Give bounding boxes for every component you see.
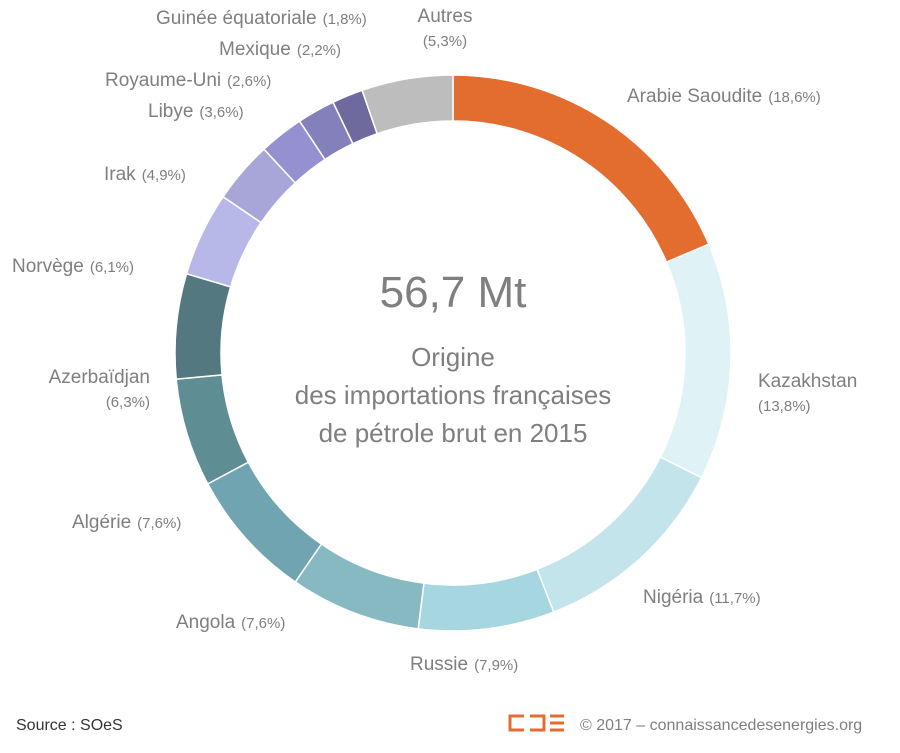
category-label: Norvège <box>12 256 84 277</box>
category-label-group: Guinée équatoriale (1,8%) <box>156 8 367 29</box>
donut-segment <box>361 74 454 135</box>
chart-title: Origine <box>411 342 495 372</box>
donut-segment <box>294 543 425 630</box>
value-label: (13,8%) <box>758 398 811 415</box>
donut-segment <box>206 461 323 583</box>
category-label: Kazakhstan <box>758 371 857 392</box>
category-label: Angola <box>176 612 236 633</box>
category-label: Autres <box>418 6 473 27</box>
category-label: Libye <box>148 101 193 122</box>
donut-segment <box>175 374 250 485</box>
value-label: (5,3%) <box>423 33 467 50</box>
value-label: (2,6%) <box>227 73 271 90</box>
value-label: (3,6%) <box>199 104 243 121</box>
category-label: Royaume-Uni <box>105 70 221 91</box>
value-label: (7,9%) <box>474 657 518 674</box>
category-label: Arabie Saoudite <box>627 86 762 107</box>
category-label: Russie <box>410 654 468 675</box>
value-label: (1,8%) <box>323 11 367 28</box>
value-label: (6,1%) <box>90 259 134 276</box>
category-label-group: Royaume-Uni (2,6%) <box>105 70 271 91</box>
chart-title: des importations françaises <box>295 380 611 410</box>
donut-segment <box>417 568 555 632</box>
category-label-group: Arabie Saoudite (18,6%) <box>627 86 821 107</box>
category-label-group: Libye (3,6%) <box>148 101 244 122</box>
value-label: (6,3%) <box>106 394 150 411</box>
donut-segment <box>659 243 732 479</box>
category-label: Azerbaïdjan <box>49 367 150 388</box>
source: Source : SOeS <box>16 717 123 734</box>
category-label: Guinée équatoriale <box>156 8 317 29</box>
value-label: (7,6%) <box>137 515 181 532</box>
category-label: Mexique <box>219 39 291 60</box>
value-label: (18,6%) <box>768 89 821 106</box>
category-label: Nigéria <box>643 587 704 608</box>
category-label-group: Angola (7,6%) <box>176 612 285 633</box>
logo <box>508 714 564 732</box>
category-label: Algérie <box>72 512 131 533</box>
center-value: 56,7 Mt <box>380 268 527 317</box>
value-label: (4,9%) <box>142 167 186 184</box>
category-label-group: Algérie (7,6%) <box>72 512 181 533</box>
category-label-group: Norvège (6,1%) <box>12 256 134 277</box>
category-label-group: Irak (4,9%) <box>104 164 186 185</box>
category-label-group: Nigéria (11,7%) <box>643 587 761 608</box>
category-label-group: Russie (7,9%) <box>410 654 518 675</box>
value-label: (11,7%) <box>709 590 760 607</box>
chart-title: de pétrole brut en 2015 <box>319 418 588 448</box>
category-label: Irak <box>104 164 136 185</box>
credit: © 2017 – connaissancedesenergies.org <box>580 717 862 734</box>
value-label: (2,2%) <box>297 42 341 59</box>
value-label: (7,6%) <box>241 615 285 632</box>
category-label-group: Mexique (2,2%) <box>219 39 341 60</box>
donut-segment <box>174 272 232 380</box>
